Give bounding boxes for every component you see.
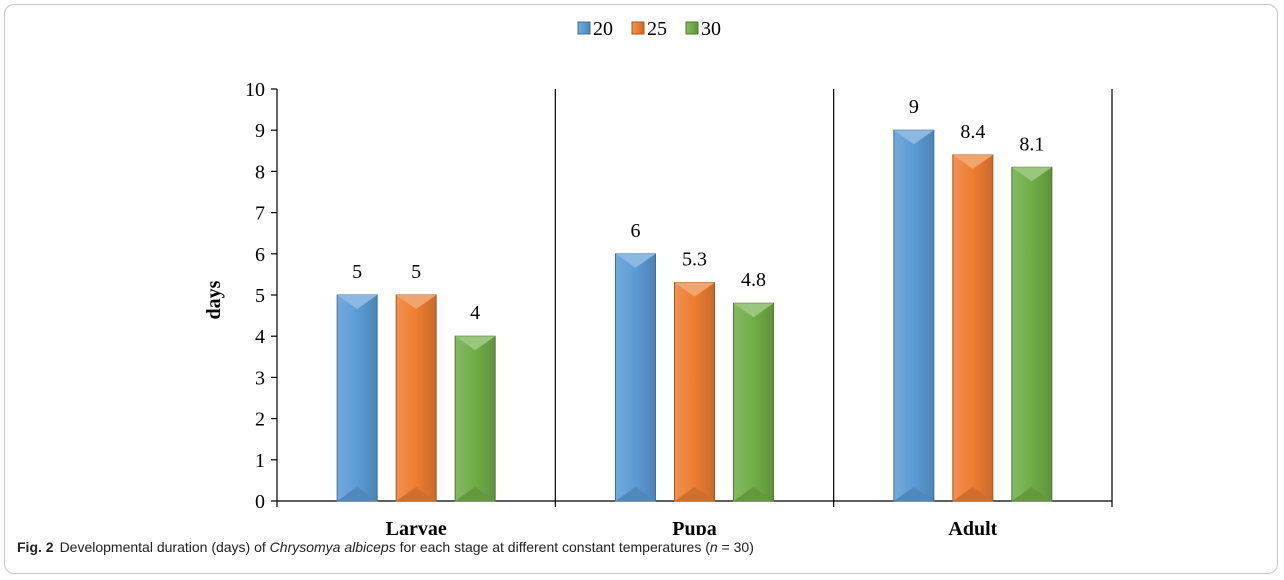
- bar-body: [395, 294, 437, 502]
- y-tick-label: 4: [255, 326, 265, 348]
- bar-pupa-20: [615, 253, 656, 502]
- bar-pupa-30: [733, 302, 774, 502]
- bar-bevel-top: [337, 295, 378, 309]
- data-label: 4: [470, 302, 480, 324]
- bar-bevel-top: [674, 282, 715, 297]
- bar-body: [674, 282, 715, 502]
- bar-body: [454, 335, 496, 502]
- data-label: 6: [631, 220, 641, 242]
- data-label: 8.1: [1019, 133, 1044, 155]
- y-tick-label: 8: [255, 161, 265, 183]
- bar-adult-20: [893, 129, 935, 502]
- y-tick-label: 9: [255, 120, 265, 142]
- x-category-label: Adult: [948, 518, 997, 535]
- bar-bevel-top: [952, 154, 993, 169]
- bar-body: [893, 129, 935, 502]
- data-label: 5: [352, 261, 362, 283]
- bar-larvae-20: [336, 294, 378, 502]
- bar-body: [615, 253, 656, 502]
- caption-species: Chrysomya albiceps: [269, 539, 396, 555]
- bar-bevel-bottom: [733, 487, 774, 501]
- legend-swatch: [577, 21, 591, 35]
- legend-label: 25: [647, 18, 667, 40]
- figure-caption: Fig. 2 Developmental duration (days) of C…: [17, 539, 1267, 555]
- data-label: 5: [411, 261, 421, 283]
- y-tick-label: 3: [255, 367, 265, 389]
- y-tick-label: 2: [255, 409, 265, 431]
- bar-bevel-bottom: [1011, 487, 1052, 501]
- bar-larvae-30: [454, 335, 496, 502]
- y-tick-label: 10: [245, 79, 265, 101]
- caption-label: Fig. 2: [17, 539, 54, 555]
- bar-bevel-top: [615, 253, 656, 268]
- caption-text-before: Developmental duration (days) of: [59, 539, 270, 555]
- bar-bevel-bottom: [337, 487, 378, 501]
- bar-pupa-25: [674, 282, 715, 502]
- y-tick-label: 5: [255, 285, 265, 307]
- bar-bevel-top: [893, 130, 934, 145]
- x-category-label: Larvae: [386, 518, 447, 535]
- legend-label: 30: [701, 18, 721, 40]
- legend-swatch: [631, 21, 645, 35]
- y-tick-label: 7: [255, 203, 265, 225]
- bar-bevel-top: [1011, 167, 1052, 182]
- bar-bevel-top: [396, 295, 437, 309]
- y-tick-label: 6: [255, 244, 265, 266]
- bar-body: [733, 302, 774, 502]
- legend-item-25: 25: [631, 18, 667, 40]
- bar-bevel-bottom: [893, 487, 934, 501]
- bar-bevel-bottom: [952, 487, 993, 501]
- bar-adult-30: [1011, 166, 1053, 502]
- legend: 20 25 30: [577, 18, 721, 40]
- data-label: 8.4: [960, 121, 985, 143]
- bar-larvae-25: [395, 294, 437, 502]
- bar-bevel-bottom: [674, 487, 715, 501]
- caption-text-middle: for each stage at different constant tem…: [395, 539, 710, 555]
- y-tick-label: 1: [255, 450, 265, 472]
- data-label: 9: [909, 96, 919, 118]
- bar-bevel-top: [733, 303, 774, 318]
- y-axis-label: days: [203, 280, 225, 319]
- data-label: 4.8: [741, 269, 766, 291]
- x-category-label: Pupa: [672, 518, 716, 535]
- bar-bevel-bottom: [396, 487, 437, 501]
- caption-text-after: = 30): [717, 539, 754, 555]
- bar-bevel-bottom: [455, 487, 496, 501]
- bars: [336, 129, 1053, 502]
- data-labels: 5 5 4 6 5.3 4.8 9 8.4 8.1: [352, 96, 1044, 324]
- bar-bevel-top: [455, 336, 496, 351]
- legend-swatch: [685, 21, 699, 35]
- bar-body: [336, 294, 378, 502]
- bar-body: [952, 154, 994, 502]
- data-label: 5.3: [682, 249, 707, 271]
- caption-n-symbol: n: [709, 539, 718, 555]
- bar-bevel-bottom: [615, 487, 656, 501]
- legend-label: 20: [593, 18, 613, 40]
- legend-item-30: 30: [685, 18, 721, 40]
- y-tick-label: 0: [255, 491, 265, 513]
- legend-item-20: 20: [577, 18, 613, 40]
- bar-body: [1011, 166, 1053, 502]
- bar-adult-25: [952, 154, 994, 502]
